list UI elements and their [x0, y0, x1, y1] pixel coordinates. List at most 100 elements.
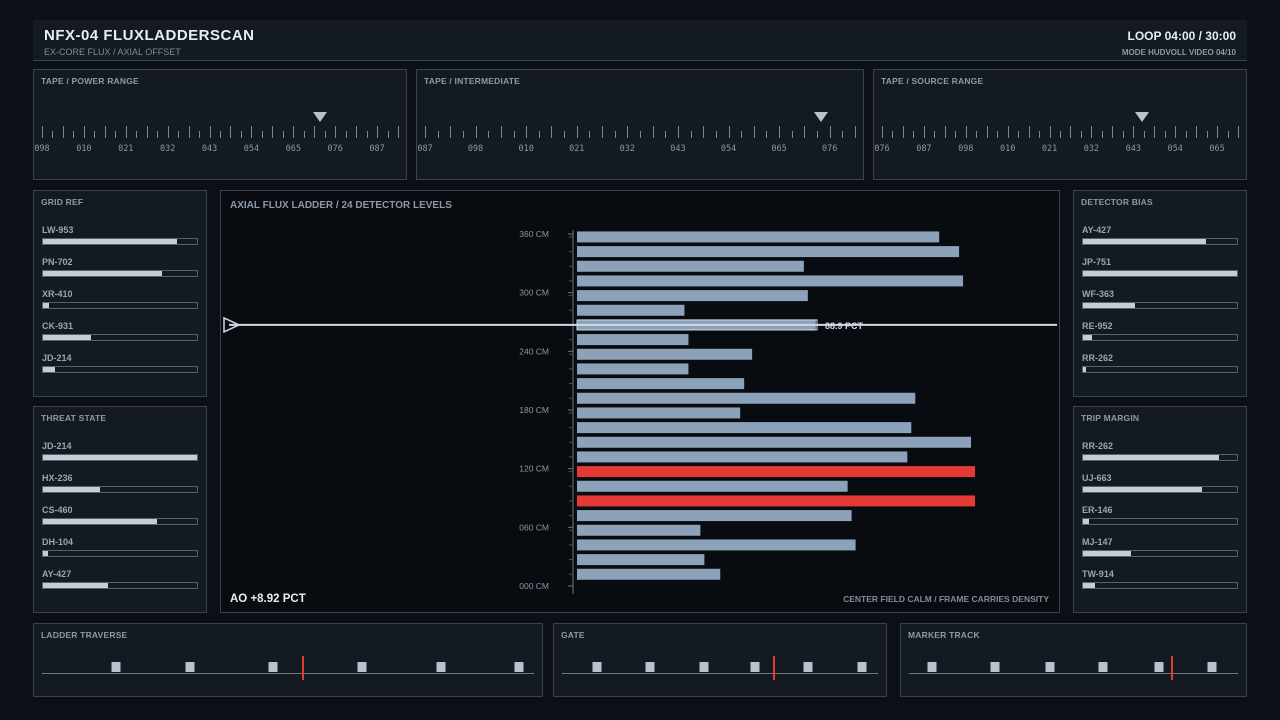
meter-row: AY-427: [42, 569, 198, 589]
flux-bar[interactable]: [577, 480, 848, 492]
tape-intermediate[interactable]: TAPE / INTERMEDIATE 087 098 010 021 032 043 05…: [416, 69, 864, 180]
tape-tick: [240, 131, 242, 138]
track-marker[interactable]: [436, 662, 446, 672]
track-marker[interactable]: [699, 662, 709, 672]
track-marker[interactable]: [645, 662, 655, 672]
tape-tick: [377, 126, 379, 138]
flux-bar[interactable]: [577, 378, 745, 390]
flux-bar[interactable]: [577, 524, 701, 536]
flux-bar[interactable]: [577, 231, 940, 243]
track-marker[interactable]: [803, 662, 813, 672]
flux-bar[interactable]: [577, 275, 964, 287]
flux-bar[interactable]: [577, 260, 804, 272]
tape-tick-label: 054: [1167, 144, 1183, 154]
tape-pointer-icon[interactable]: [813, 112, 828, 122]
track-marker[interactable]: [357, 662, 367, 672]
y-tick-label: 180 CM: [519, 405, 549, 415]
track-marker[interactable]: [857, 662, 867, 672]
tape-tick-label: 087: [916, 144, 932, 154]
tape-tick: [627, 126, 629, 138]
flux-bar-alert[interactable]: [577, 466, 975, 478]
level-cursor-arrow-icon[interactable]: [223, 316, 241, 334]
y-tick-label: 120 CM: [519, 464, 549, 474]
flux-bar[interactable]: [577, 392, 916, 404]
tape-tick: [272, 126, 274, 138]
tape-tick: [1185, 131, 1187, 138]
tape-tick: [1018, 131, 1020, 138]
meter-row: RR-262: [1082, 441, 1238, 461]
flux-bar-alert[interactable]: [577, 495, 975, 507]
ladder-traverse-panel[interactable]: LADDER TRAVERSE: [33, 623, 543, 697]
meter-fill: [43, 303, 50, 308]
track-marker[interactable]: [1207, 662, 1217, 672]
flux-bar[interactable]: [577, 407, 741, 419]
tape-pointer-icon[interactable]: [312, 112, 327, 122]
flux-bar[interactable]: [577, 334, 689, 346]
flux-bar[interactable]: [577, 554, 705, 566]
track-marker[interactable]: [514, 662, 524, 672]
gate-panel[interactable]: GATE: [553, 623, 887, 697]
tape-tick: [314, 126, 316, 138]
meter-row: CK-931: [42, 321, 198, 341]
y-tick-label: 000 CM: [519, 581, 549, 591]
tape-tick: [986, 126, 988, 138]
track-marker[interactable]: [185, 662, 195, 672]
tape-tick: [551, 126, 553, 138]
marker-track-panel[interactable]: MARKER TRACK: [900, 623, 1247, 697]
tape-tick: [665, 131, 667, 138]
flux-ladder-chart[interactable]: 000 CM 060 CM 120 CM 180 CM 240 CM 300 CM 360 …: [221, 191, 1059, 612]
track-marker[interactable]: [990, 662, 1000, 672]
flux-bar[interactable]: [577, 568, 721, 580]
meter-name: CS-460: [42, 505, 73, 515]
tape-tick: [652, 126, 654, 138]
track-cursor[interactable]: [301, 656, 304, 680]
meter-fill: [43, 455, 197, 460]
track-cursor[interactable]: [772, 656, 775, 680]
track-marker[interactable]: [268, 662, 278, 672]
flux-bar[interactable]: [577, 422, 912, 434]
track-marker[interactable]: [750, 662, 760, 672]
tape-tick: [892, 131, 894, 138]
tape-tick: [209, 126, 211, 138]
y-tick-label: 060 CM: [519, 522, 549, 532]
tape-tick: [1060, 131, 1061, 138]
tape-tick: [1080, 131, 1082, 138]
flux-bar[interactable]: [577, 363, 689, 375]
flux-bar[interactable]: [577, 304, 685, 316]
trip-margin-panel: TRIP MARGIN RR-262 UJ-663 ER-146 MJ-147 TW-9…: [1073, 406, 1247, 613]
flux-bar[interactable]: [577, 451, 908, 463]
track-baseline: [562, 673, 878, 674]
meter-name: AY-427: [42, 569, 72, 579]
app-title: NFX-04 FLUXLADDERSCAN: [44, 27, 255, 44]
track-baseline: [909, 673, 1238, 674]
meter-row: HX-236: [42, 473, 198, 493]
flux-bar[interactable]: [577, 510, 852, 522]
track-cursor[interactable]: [1171, 656, 1174, 680]
meter-bar: [42, 582, 198, 589]
flux-bar[interactable]: [577, 290, 808, 302]
tape-pointer-icon[interactable]: [1134, 112, 1149, 122]
tape-tick: [94, 131, 96, 138]
tape-tick: [902, 126, 904, 138]
meter-row: PN-702: [42, 257, 198, 277]
flux-bar[interactable]: [577, 436, 972, 448]
track-marker[interactable]: [927, 662, 937, 672]
tape-power-range[interactable]: TAPE / POWER RANGE 098 010 021 032 043 054 065…: [33, 69, 407, 180]
tape-tick: [1133, 126, 1135, 138]
tape-tick-label: 010: [518, 144, 534, 154]
meter-row: RE-952: [1082, 321, 1238, 341]
tape-tick: [282, 131, 284, 138]
track-marker[interactable]: [111, 662, 121, 672]
track-marker[interactable]: [1154, 662, 1164, 672]
tape-tick: [1007, 126, 1009, 138]
tape-source-range[interactable]: TAPE / SOURCE RANGE 076 087 098 010 021 032 04…: [873, 69, 1247, 180]
flux-bar[interactable]: [577, 246, 960, 258]
track-marker[interactable]: [1098, 662, 1108, 672]
track-marker[interactable]: [592, 662, 602, 672]
meter-bar: [42, 334, 198, 341]
flux-bar[interactable]: [577, 539, 856, 551]
meter-fill: [1083, 271, 1237, 276]
flux-bar[interactable]: [577, 348, 753, 360]
track-marker[interactable]: [1045, 662, 1055, 672]
tape-tick: [1122, 131, 1124, 138]
